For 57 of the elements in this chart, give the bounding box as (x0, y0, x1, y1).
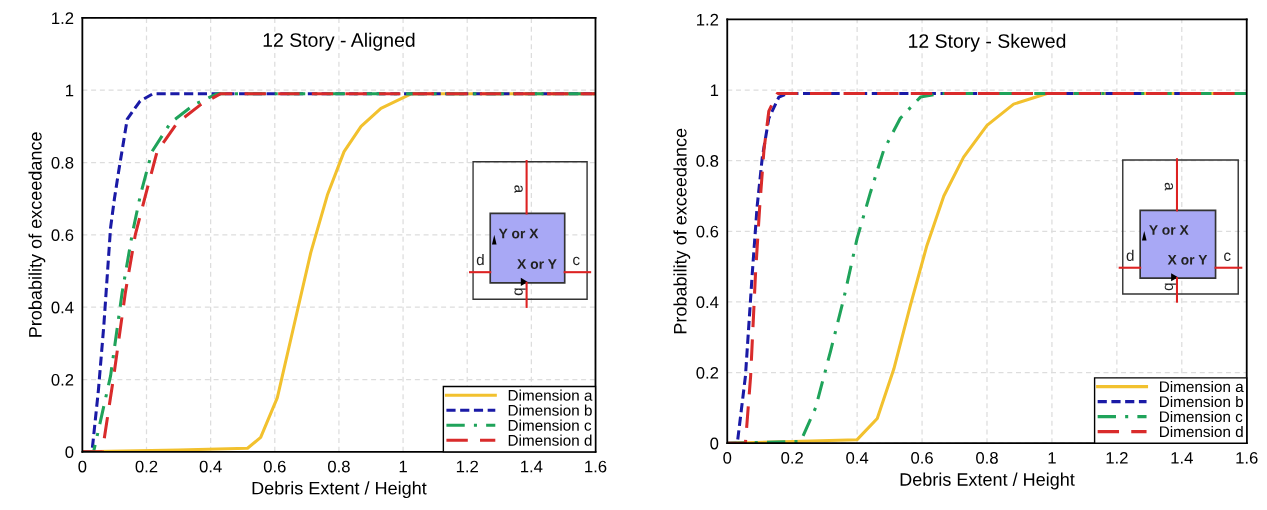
y-axis-title: Probability of exceedance (673, 128, 691, 334)
annotation: d (476, 253, 484, 266)
legend-label: Dimension d (508, 434, 592, 446)
annotation: a (1164, 182, 1174, 191)
annotation: X or Y (517, 259, 557, 269)
annotation: c (1224, 252, 1231, 261)
y-tick-label: 0.4 (51, 301, 74, 314)
legend-label: Dimension c (508, 419, 592, 431)
x-tick-label: 1.4 (1171, 452, 1193, 464)
y-tick-label: 0.2 (696, 366, 719, 379)
x-axis-title: Debris Extent / Height (900, 472, 1075, 490)
y-tick-label: 0.8 (696, 155, 719, 167)
annotation: X or Y (1167, 254, 1208, 265)
x-tick-label: 1.6 (1236, 451, 1258, 464)
x-tick-label: 1 (399, 460, 407, 473)
x-tick-label: 0.2 (781, 451, 803, 464)
x-tick-label: 0.4 (199, 460, 222, 473)
y-tick-label: 0 (710, 437, 719, 450)
annotation: a (514, 185, 523, 194)
y-tick-label: 0.8 (51, 156, 74, 169)
x-tick-label: 1.2 (456, 460, 478, 473)
annotation: d (1126, 249, 1134, 261)
x-axis-title: Debris Extent / Height (252, 481, 427, 499)
x-tick-label: 0.2 (135, 460, 158, 473)
y-tick-label: 0.4 (696, 296, 719, 309)
annotation: b (1164, 283, 1176, 291)
y-axis-title: Probability of exceedance (28, 132, 46, 337)
y-tick-label: 1 (710, 84, 719, 97)
x-tick-label: 0 (723, 451, 732, 464)
y-tick-label: 0.6 (51, 229, 74, 242)
x-tick-label: 1.4 (521, 460, 543, 473)
legend-label: Dimension c (1160, 410, 1243, 423)
legend-label: Dimension a (508, 389, 593, 401)
x-tick-label: 0.6 (263, 460, 286, 473)
y-tick-label: 0.6 (696, 225, 719, 238)
legend-label: Dimension b (508, 404, 592, 416)
x-tick-label: 0.4 (846, 451, 869, 464)
x-tick-label: 1.2 (1106, 451, 1128, 464)
x-tick-label: 0 (78, 460, 87, 473)
legend-label: Dimension d (1160, 425, 1243, 438)
y-tick-label: 1.2 (697, 13, 719, 26)
x-tick-label: 1.6 (585, 460, 607, 473)
legend-label: Dimension b (1160, 395, 1244, 408)
text: 12 Story - Skewed (909, 33, 1066, 52)
legend-label: Dimension a (1160, 380, 1244, 393)
y-tick-label: 1 (66, 84, 74, 97)
x-tick-label: 0.8 (327, 460, 350, 473)
y-tick-label: 0.2 (51, 373, 74, 386)
x-tick-label: 0.6 (911, 451, 933, 464)
annotation: c (573, 256, 580, 266)
x-tick-label: 0.8 (976, 451, 998, 464)
annotation: Y or X (498, 228, 539, 239)
y-tick-label: 1.2 (52, 12, 74, 24)
text: 12 Story - Aligned (263, 32, 415, 51)
x-tick-label: 1 (1048, 452, 1056, 464)
annotation: b (514, 288, 526, 296)
annotation: Y or X (1149, 225, 1189, 235)
